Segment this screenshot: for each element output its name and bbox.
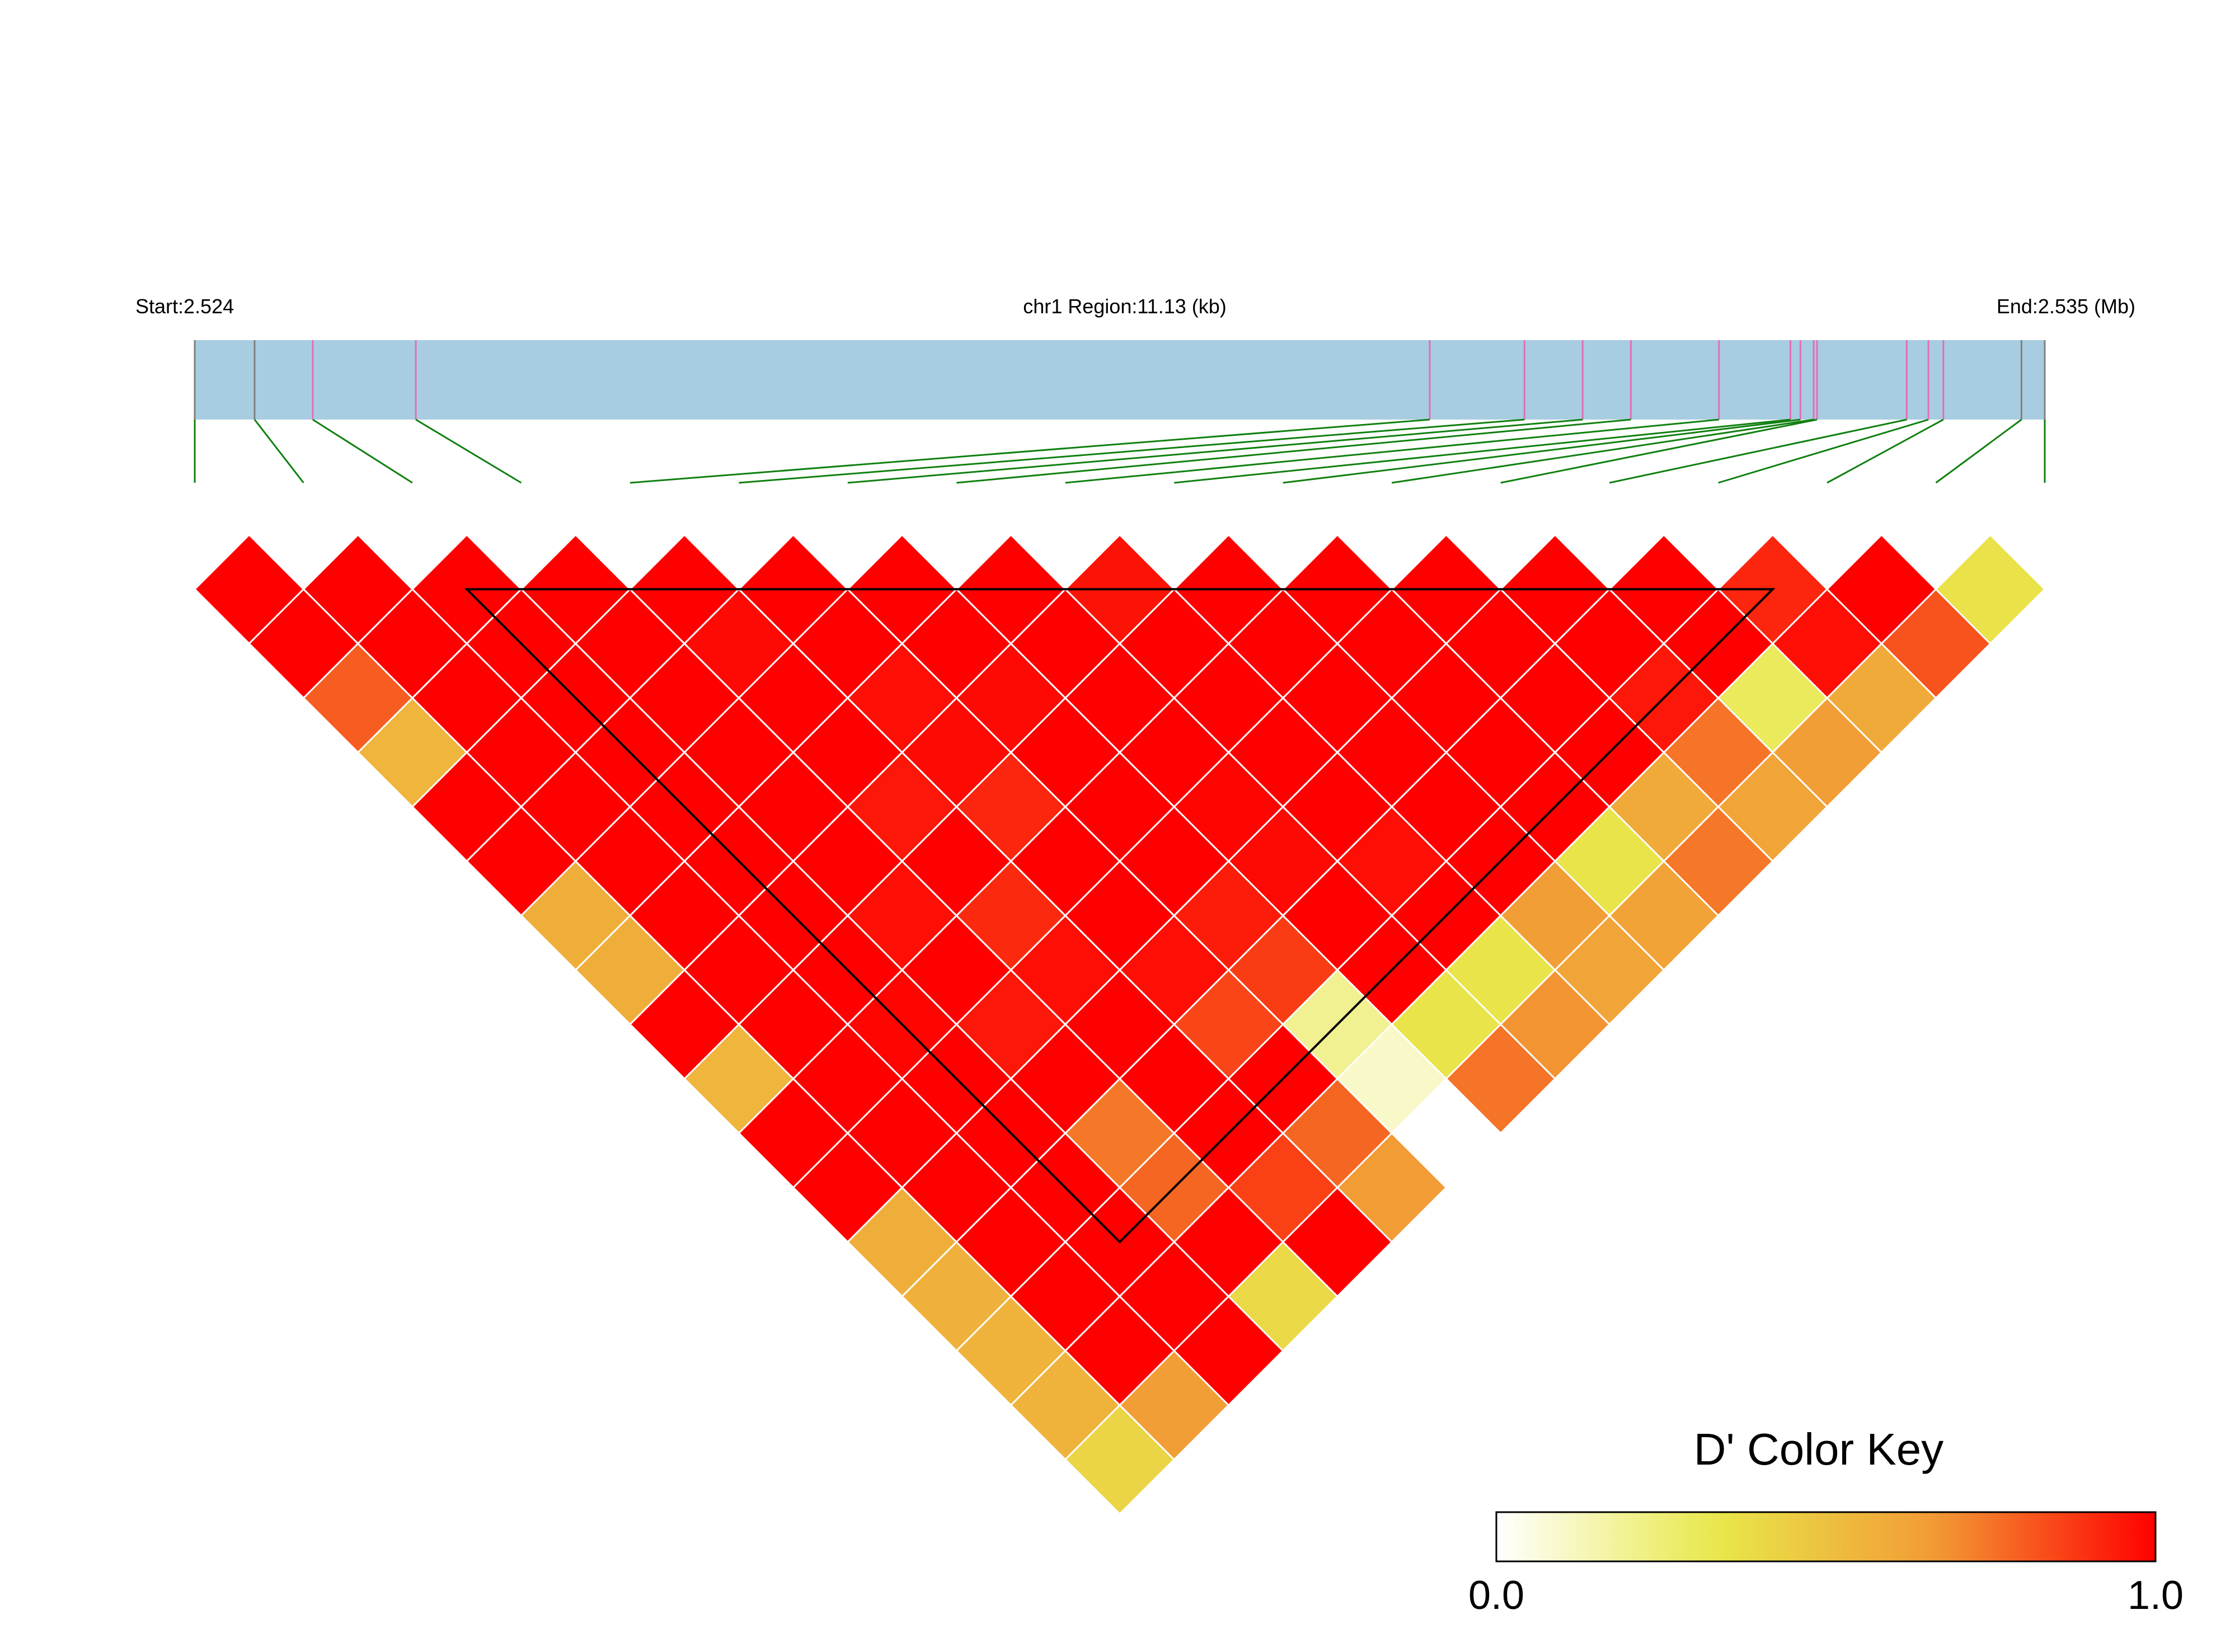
- snp-connector: [956, 418, 1631, 484]
- color-key-bar: [1495, 1511, 2157, 1562]
- region-start-label: Start:2.524: [135, 295, 234, 318]
- snp-connector: [1283, 418, 1801, 484]
- snp-connector: [630, 418, 1430, 484]
- snp-connector: [1174, 418, 1791, 484]
- snp-markers: [194, 340, 2046, 420]
- region-band: [195, 340, 2045, 420]
- region-header: Start:2.524 chr1 Region:11.13 (kb) End:2…: [135, 295, 2135, 484]
- color-key-max-label: 1.0: [2128, 1573, 2184, 1618]
- snp-connector: [312, 418, 413, 484]
- snp-connector: [1500, 418, 1818, 484]
- ld-cell: [1935, 533, 2046, 645]
- ld-cells: [193, 533, 2046, 1515]
- region-center-label: chr1 Region:11.13 (kb): [1023, 295, 1227, 318]
- color-key-min-label: 0.0: [1468, 1573, 1524, 1618]
- snp-connector: [1391, 418, 1814, 484]
- ld-cell: [1336, 1132, 1448, 1244]
- snp-connector: [847, 418, 1583, 484]
- haplotype-block-outline: [464, 588, 1776, 1244]
- snp-connector: [1826, 418, 1944, 484]
- snp-connector: [1609, 418, 1907, 484]
- color-key: D' Color Key 0.0 1.0: [1468, 1424, 2184, 1618]
- snp-connector: [1935, 418, 2022, 484]
- snp-connector: [739, 418, 1525, 484]
- snp-connectors: [194, 418, 2046, 484]
- snp-connector: [1065, 418, 1719, 484]
- snp-connector: [253, 419, 304, 483]
- region-end-label: End:2.535 (Mb): [1997, 295, 2135, 318]
- snp-connector: [1718, 418, 1929, 484]
- color-key-title: D' Color Key: [1694, 1424, 1944, 1474]
- snp-connector: [415, 418, 522, 484]
